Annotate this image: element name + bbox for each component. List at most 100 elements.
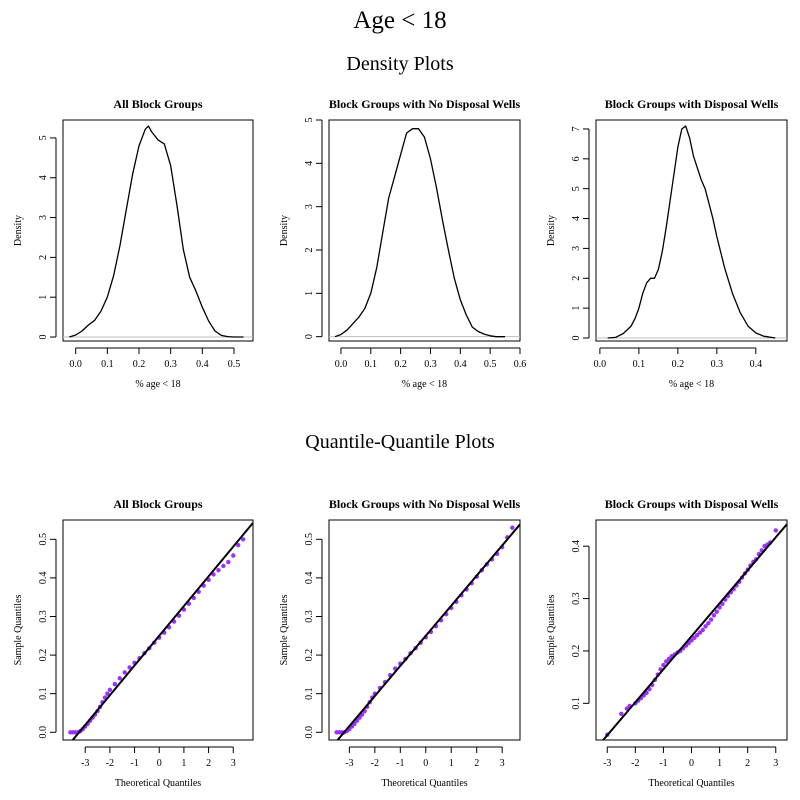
y-tick-label: 0.1 (571, 697, 582, 710)
qq-point (773, 528, 778, 533)
qq-point (117, 676, 122, 681)
y-tick-label: 0.4 (304, 572, 315, 585)
y-tick-label: 0.4 (571, 540, 582, 553)
x-tick-label: -1 (659, 758, 667, 769)
plot-data (68, 522, 253, 740)
y-tick-label: 0 (38, 335, 49, 340)
y-tick-label: 0 (571, 336, 582, 341)
qq-point (717, 605, 722, 610)
qq-point (689, 638, 694, 643)
plot-data (601, 523, 787, 740)
qq-point (510, 525, 515, 530)
plot-frame (62, 119, 254, 342)
chart-panels: All Block Groups % age < 18 Density 0.0 0.1 0… (13, 97, 788, 789)
x-tick-label: 2 (474, 758, 479, 769)
chart-panel-1: All Block Groups % age < 18 Density 0.0 0.1 0… (13, 97, 254, 390)
qq-point (127, 665, 132, 670)
chart-panel-6: Block Groups with Disposal Wells Theoreti… (546, 497, 788, 789)
x-tick-label: -3 (81, 758, 89, 769)
x-tick-label: 1 (449, 758, 454, 769)
panel-title: Block Groups with Disposal Wells (605, 97, 779, 111)
x-tick-label: 0.0 (69, 359, 82, 370)
x-tick-label: 0.4 (750, 359, 763, 370)
chart-panel-3: Block Groups with Disposal Wells % age < … (546, 97, 788, 390)
density-curve (607, 125, 776, 339)
x-axis-label: % age < 18 (135, 379, 180, 390)
chart-panel-5: Block Groups with No Disposal Wells Theor… (279, 497, 521, 789)
y-tick-label: 4 (38, 175, 49, 180)
qq-point (694, 633, 700, 638)
x-tick-label: 3 (231, 758, 236, 769)
x-tick-label: 0 (689, 758, 694, 769)
qq-point (619, 711, 624, 717)
y-tick-label: 0.1 (38, 687, 49, 700)
qq-point (700, 627, 705, 633)
x-tick-label: 0.4 (454, 359, 467, 370)
x-tick-label: -1 (396, 758, 404, 769)
x-tick-label: 1 (717, 758, 722, 769)
x-axis-label: % age < 18 (402, 379, 447, 390)
plot-frame (595, 119, 788, 342)
panel-title: Block Groups with No Disposal Wells (329, 497, 521, 511)
y-axis-label: Sample Quantiles (279, 594, 290, 665)
qq-point (706, 620, 711, 626)
x-tick-label: 2 (206, 758, 211, 769)
y-tick-label: 5 (571, 186, 582, 191)
qq-point (226, 559, 231, 565)
x-axis-label: Theoretical Quantiles (381, 778, 467, 789)
plot-data (63, 125, 253, 338)
x-tick-label: 0.2 (394, 359, 407, 370)
x-tick-label: 0.1 (365, 359, 378, 370)
qq-point (714, 609, 719, 614)
x-axis-label: Theoretical Quantiles (115, 778, 201, 789)
y-tick-label: 5 (304, 118, 315, 123)
x-axis-label: % age < 18 (669, 379, 714, 390)
qq-point (221, 563, 226, 569)
y-tick-label: 6 (571, 156, 582, 161)
y-tick-label: 0.0 (38, 726, 49, 739)
y-axis-label: Density (13, 215, 24, 246)
x-tick-label: 0.0 (335, 359, 348, 370)
panel-title: All Block Groups (113, 97, 202, 111)
y-tick-label: 0.1 (304, 687, 315, 700)
y-tick-label: 0.2 (304, 649, 315, 662)
density-curve (69, 125, 244, 338)
y-axis-label: Sample Quantiles (13, 594, 24, 665)
x-tick-label: 0.1 (633, 359, 646, 370)
x-tick-label: -2 (631, 758, 639, 769)
x-tick-label: 0 (157, 758, 162, 769)
qq-point (105, 691, 110, 696)
x-tick-label: 3 (500, 758, 505, 769)
qq-point (112, 681, 118, 687)
y-tick-label: 4 (571, 216, 582, 221)
panel-title: Block Groups with Disposal Wells (605, 497, 779, 511)
qq-section-title: Quantile-Quantile Plots (305, 431, 495, 453)
x-tick-label: 0.0 (594, 359, 607, 370)
y-tick-label: 0.2 (571, 645, 582, 658)
y-tick-label: 7 (571, 126, 582, 131)
qq-point (664, 659, 669, 664)
qq-point (231, 553, 236, 558)
y-tick-label: 0.2 (38, 649, 49, 662)
x-axis-label: Theoretical Quantiles (648, 778, 734, 789)
y-tick-label: 1 (304, 291, 315, 296)
y-axis-label: Density (546, 215, 557, 246)
y-tick-label: 3 (571, 246, 582, 251)
x-tick-label: 0.5 (484, 359, 497, 370)
figure-title: Age < 18 (353, 7, 446, 34)
y-tick-label: 2 (38, 255, 49, 260)
plot-frame (595, 519, 788, 741)
y-tick-label: 3 (304, 204, 315, 209)
plot-frame (328, 519, 521, 741)
qq-point (703, 624, 708, 629)
x-tick-label: 0.3 (711, 359, 724, 370)
y-axis-label: Density (279, 215, 290, 246)
x-tick-label: -2 (106, 758, 114, 769)
x-tick-label: -1 (130, 758, 138, 769)
qq-reference-line (601, 523, 787, 740)
y-tick-label: 1 (571, 306, 582, 311)
qq-point (711, 613, 717, 618)
density-curve (334, 128, 506, 338)
plot-data (329, 128, 520, 338)
